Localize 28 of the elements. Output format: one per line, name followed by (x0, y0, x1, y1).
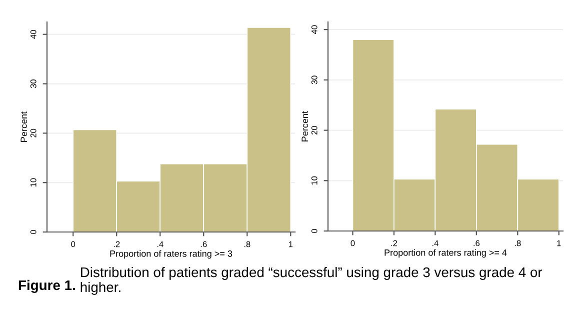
x-tick-label: .6 (200, 241, 207, 248)
y-tick-label: 40 (311, 25, 318, 34)
x-tick-label: .4 (157, 241, 164, 248)
x-axis-title: Proportion of raters rating >= 3 (110, 250, 232, 259)
x-tick-label: 1 (557, 240, 561, 246)
x-tick-label: .4 (432, 240, 438, 246)
x-tick-label: 1 (288, 241, 293, 248)
y-tick-label: 0 (311, 229, 318, 233)
x-tick-label: .8 (514, 240, 521, 246)
x-tick-label: .2 (114, 241, 120, 248)
text: Distribution of patients graded “successful” using grade 3 versus grade 4 or higher. (80, 266, 542, 295)
y-tick-label: 30 (30, 79, 36, 88)
y-tick-label: 30 (311, 76, 318, 84)
y-axis-title: Percent (302, 111, 308, 142)
y-axis-title: Percent (20, 112, 28, 142)
y-tick-label: 10 (30, 178, 36, 187)
y-tick-label: 20 (311, 126, 318, 134)
x-tick-label: .2 (391, 240, 398, 246)
y-tick-label: 40 (30, 30, 36, 39)
y-tick-label: 20 (30, 128, 36, 138)
x-axis-title: Proportion of raters rating >= 4 (384, 249, 507, 258)
y-tick-label: 0 (30, 230, 36, 234)
caption: Figure 1. (18, 280, 75, 293)
x-tick-label: .8 (244, 241, 250, 248)
x-tick-label: 0 (71, 241, 76, 248)
x-tick-label: 0 (350, 240, 355, 246)
y-tick-label: 10 (311, 176, 318, 185)
x-tick-label: .6 (474, 240, 480, 246)
